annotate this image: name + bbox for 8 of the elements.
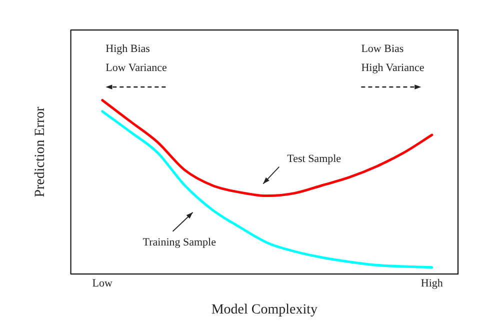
series-label: Test Sample [287,152,342,165]
text: Low Bias High Variance [361,43,424,74]
y-axis-title: Prediction Error [33,106,48,198]
x-axis-title: Model Complexity [211,302,318,318]
series-label: Training Sample [142,236,216,248]
text: High Bias Low Variance [106,43,167,74]
x-tick-label: High [420,277,444,290]
x-tick-label: Low [92,277,113,290]
